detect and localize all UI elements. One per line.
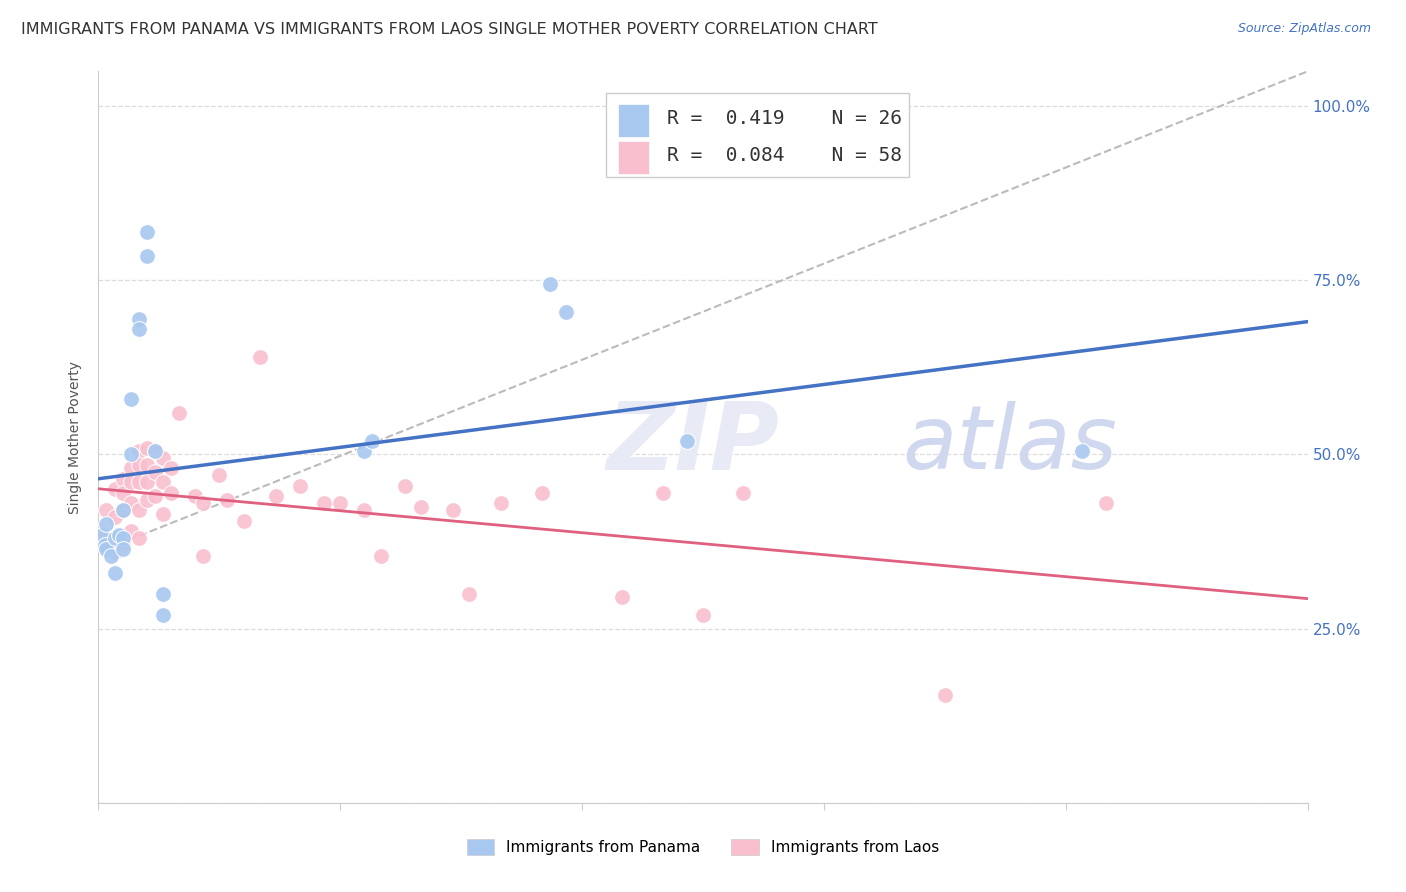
Point [143, 489, 166, 503]
Point [111, 503, 134, 517]
Point [135, 492, 157, 507]
Point [96, 517, 118, 532]
Point [676, 434, 699, 448]
Point [135, 441, 157, 455]
Point [120, 524, 142, 538]
Point [100, 538, 122, 552]
Point [409, 500, 432, 514]
Point [100, 549, 122, 563]
Point [264, 489, 287, 503]
Y-axis label: Single Mother Poverty: Single Mother Poverty [69, 360, 83, 514]
Text: R =  0.419    N = 26: R = 0.419 N = 26 [666, 110, 901, 128]
Point [120, 448, 142, 462]
Point [128, 503, 150, 517]
Point [353, 503, 375, 517]
Point [314, 496, 336, 510]
Point [152, 607, 174, 622]
Point [111, 472, 134, 486]
Point [111, 485, 134, 500]
Point [128, 322, 150, 336]
Point [143, 444, 166, 458]
Point [232, 514, 254, 528]
Point [193, 496, 215, 510]
Point [111, 503, 134, 517]
Point [612, 591, 634, 605]
FancyBboxPatch shape [619, 141, 648, 174]
Point [128, 475, 150, 490]
Point [107, 527, 129, 541]
Point [135, 458, 157, 472]
Point [103, 545, 125, 559]
Point [651, 485, 673, 500]
Point [111, 541, 134, 556]
Point [135, 475, 157, 490]
Point [128, 311, 150, 326]
Point [692, 607, 714, 622]
Point [135, 225, 157, 239]
Point [135, 249, 157, 263]
Point [120, 392, 142, 406]
Point [152, 475, 174, 490]
Point [458, 587, 481, 601]
Point [96, 541, 118, 556]
Point [96, 503, 118, 517]
Legend: Immigrants from Panama, Immigrants from Laos: Immigrants from Panama, Immigrants from … [461, 833, 945, 861]
Point [934, 688, 956, 702]
Point [103, 531, 125, 545]
Point [555, 304, 578, 318]
Point [96, 541, 118, 556]
Point [329, 496, 352, 510]
Point [733, 485, 755, 500]
Point [128, 458, 150, 472]
Point [111, 538, 134, 552]
Point [152, 507, 174, 521]
Point [184, 489, 207, 503]
Point [193, 549, 215, 563]
Text: IMMIGRANTS FROM PANAMA VS IMMIGRANTS FROM LAOS SINGLE MOTHER POVERTY CORRELATION: IMMIGRANTS FROM PANAMA VS IMMIGRANTS FRO… [21, 22, 877, 37]
Text: ZIP: ZIP [606, 399, 779, 491]
Point [538, 277, 561, 291]
Point [128, 531, 150, 545]
Point [530, 485, 553, 500]
Point [249, 350, 271, 364]
Point [120, 475, 142, 490]
Point [103, 566, 125, 580]
Point [152, 587, 174, 601]
FancyBboxPatch shape [619, 104, 648, 137]
Point [128, 444, 150, 458]
Point [394, 479, 416, 493]
Point [143, 444, 166, 458]
Point [370, 549, 392, 563]
Point [152, 450, 174, 465]
Point [217, 492, 239, 507]
Point [208, 468, 231, 483]
Point [441, 503, 464, 517]
Text: R =  0.084    N = 58: R = 0.084 N = 58 [666, 146, 901, 165]
Point [103, 483, 125, 497]
FancyBboxPatch shape [606, 94, 908, 178]
Point [1070, 444, 1092, 458]
Point [160, 485, 183, 500]
Point [91, 527, 114, 541]
Text: atlas: atlas [903, 401, 1118, 487]
Point [1095, 496, 1118, 510]
Point [103, 510, 125, 524]
Point [288, 479, 311, 493]
Point [120, 496, 142, 510]
Text: Source: ZipAtlas.com: Source: ZipAtlas.com [1237, 22, 1371, 36]
Point [143, 465, 166, 479]
Point [160, 461, 183, 475]
Point [120, 461, 142, 475]
Point [167, 406, 190, 420]
Point [353, 444, 375, 458]
Point [94, 538, 117, 552]
Point [91, 531, 114, 545]
Point [491, 496, 513, 510]
Point [111, 531, 134, 545]
Point [361, 434, 384, 448]
